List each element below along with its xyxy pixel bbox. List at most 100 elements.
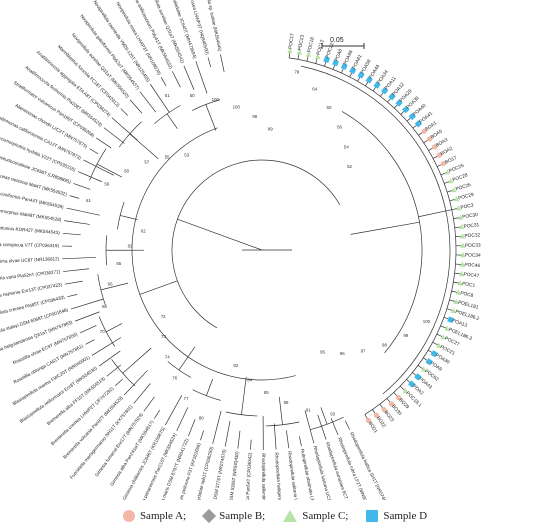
isolate-marker [459,233,466,239]
leaf-branch [123,370,148,396]
legend-label-sample-c: Sample C; [302,510,349,522]
isolate-label: POC27 [444,336,461,348]
clade-branch [205,104,217,131]
isolate-label: POA61 [351,54,363,71]
isolate-label: POC1 [462,281,476,289]
legend-item-sample-c: Sample C; [283,510,348,522]
leaf-branch [96,137,112,149]
bootstrap-values: 100 99 98 97 96 95 93 91 88 85 84 82 80 77 76 74 73 72 70 6… [86,69,431,420]
isolate-marker [357,71,365,79]
bootstrap-value: 57 [144,160,149,165]
bootstrap-value: 53 [184,153,189,158]
isolate-label: POC33 [465,243,481,249]
leaf-branch [91,337,122,356]
leaf-branch [330,418,339,436]
isolate-marker [414,373,422,381]
leaf-branch [79,325,97,334]
isolate-label: POC22 [325,42,336,59]
isolate-label: BO17 [444,155,458,166]
leaf-branch [436,333,443,338]
bootstrap-value: 63 [128,243,133,248]
clade-branch [139,280,178,295]
isolate-marker [425,358,433,366]
bootstrap-value: 84 [247,377,252,382]
isolate-marker [314,53,321,60]
isolate-markers [287,47,466,424]
bootstrap-value: 59 [104,182,109,187]
leaf-branch [62,232,81,236]
reference-label: Rhodopirellula sallentina SM41T (AJ71739… [261,453,267,500]
bootstrap-value: 98 [382,343,387,348]
bootstrap-value: 91 [306,407,311,412]
tree-branches [62,51,462,450]
circle-icon [122,510,135,522]
isolate-marker [459,261,466,267]
isolate-label: POC18 [306,36,316,53]
leaf-branch [160,77,167,87]
bootstrap-value: 72 [161,314,166,319]
isolate-marker [408,380,416,388]
isolate-marker [373,81,381,89]
clade-branch [106,323,123,333]
leaf-branch [69,195,80,199]
legend-label-sample-b: Sample B; [219,510,266,522]
isolate-marker [431,144,438,150]
clade-arc [192,389,221,401]
bootstrap-value: 95 [320,350,325,355]
isolate-marker [430,350,438,358]
legend-label-sample-d: Sample D [383,510,428,522]
isolate-marker [455,205,462,211]
isolate-marker [287,47,293,54]
leaf-branch [317,414,327,440]
leaf-branch [400,385,405,391]
leaf-branch [83,159,114,176]
leaf-branch [250,439,252,450]
leaf-branch [446,308,453,311]
clade-arc [111,359,136,387]
clade-branch [241,376,247,415]
leaf-branch [106,364,122,377]
isolate-marker [451,186,457,193]
bootstrap-value: 61 [86,198,91,203]
isolate-label: POC32 [464,232,480,239]
isolate-marker [458,223,465,230]
clade-arc [167,361,191,378]
isolate-marker [457,280,464,286]
legend: Sample A; Sample B; Sample C; Sample D [0,503,550,529]
square-icon [366,510,379,522]
isolate-marker [447,178,454,184]
isolate-label: POA9 [429,361,443,373]
leaf-branch [63,268,90,272]
clade-arc [341,111,423,354]
leaf-branch [120,108,129,116]
isolate-label: POC30 [462,212,479,221]
leaf-branch [73,183,91,190]
leaf-branch [200,430,204,441]
isolate-marker [402,105,410,114]
leaf-branch [453,281,460,284]
leaf-branch [454,272,461,275]
bootstrap-value: 64 [312,86,317,91]
isolate-marker [381,87,389,95]
isolate-marker [436,152,442,158]
isolate-marker [440,334,446,340]
legend-item-sample-d: Sample D [366,510,427,522]
reference-label: Roseimaritima ulvae UC8T (NR136812) [0,256,60,265]
isolate-label: POA68 [343,49,355,66]
leaf-branch [85,339,95,345]
leaf-branch [195,61,208,94]
bootstrap-value: 58 [124,169,129,174]
leaf-branch [344,420,350,430]
isolate-label: POC47 [463,271,480,279]
leaf-branch [449,198,456,202]
leaf-branch [149,83,170,113]
leaf-branch [74,311,100,322]
leaf-branch [98,350,121,367]
isolate-marker [455,289,462,295]
leaf-branch [451,290,458,293]
leaf-branch [220,54,225,73]
isolate-marker [395,394,402,401]
leaf-branch [129,99,143,114]
bootstrap-value: 77 [184,396,189,401]
